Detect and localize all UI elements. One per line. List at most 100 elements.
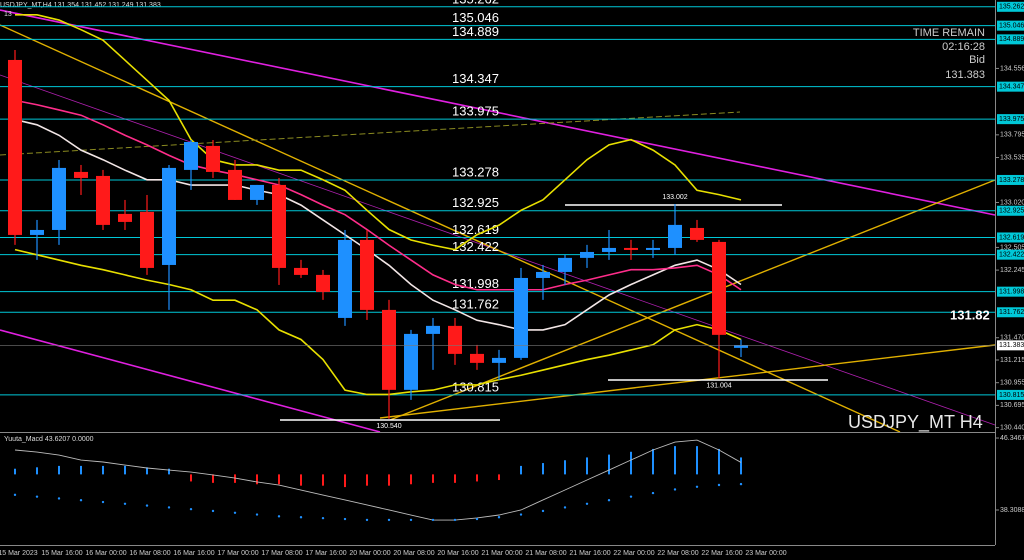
level-axis-box: [997, 20, 1024, 31]
candle-body: [316, 274, 330, 292]
x-tick-label: 23 Mar 00:00: [745, 550, 786, 557]
level-axis-box: [997, 232, 1024, 243]
candle-body: [668, 224, 682, 248]
histogram-bar: [146, 467, 148, 475]
signal-dot: [607, 499, 611, 502]
level-axis-label: 132.619: [999, 234, 1024, 241]
signal-dot: [343, 517, 347, 521]
candle-body: [360, 239, 374, 310]
candle-body: [712, 241, 726, 335]
candle-body: [426, 325, 440, 334]
period-label: 13: [4, 11, 12, 18]
level-axis-box: [997, 174, 1024, 185]
info-label: TIME REMAIN: [913, 27, 985, 39]
histogram-bar: [234, 474, 236, 483]
trendline: [0, 24, 901, 433]
histogram-bar: [476, 474, 478, 482]
histogram-bar: [80, 465, 82, 475]
signal-dot: [13, 493, 17, 497]
signal-dot: [453, 518, 457, 522]
y-tick-label: 130.955: [1000, 380, 1024, 387]
signal-dot: [233, 511, 237, 514]
signal-dot: [563, 506, 567, 509]
y-tick-label: 133.795: [1000, 132, 1024, 139]
level-axis-box: [997, 81, 1024, 92]
level-label: 134.889: [452, 24, 499, 39]
candle-body: [228, 169, 242, 200]
histogram-bar: [300, 474, 302, 486]
histogram-bar: [696, 446, 698, 475]
trendline: [379, 344, 996, 419]
signal-dot: [277, 515, 281, 518]
candle-body: [206, 145, 220, 172]
histogram-bar: [212, 474, 214, 483]
candle-body: [250, 184, 264, 200]
signal-dot: [475, 517, 479, 521]
histogram-bar: [564, 460, 566, 475]
x-tick-label: 22 Mar 08:00: [657, 550, 698, 557]
indicator-line: [14, 248, 742, 396]
current-price-box: [997, 340, 1024, 351]
histogram-bar: [124, 465, 126, 475]
signal-dot: [497, 516, 501, 519]
level-axis-box: [997, 249, 1024, 260]
candle-body: [690, 227, 704, 240]
histogram-bar: [58, 465, 60, 475]
level-label: 133.278: [452, 164, 499, 179]
candle-body: [184, 141, 198, 170]
signal-dot: [409, 518, 413, 522]
x-tick-label: 17 Mar 00:00: [217, 550, 258, 557]
level-label: 135.046: [452, 10, 499, 25]
histogram-bar: [168, 468, 170, 475]
signal-dot: [541, 509, 545, 513]
level-label: 134.347: [452, 71, 499, 86]
signal-dot: [145, 504, 149, 507]
histogram-bar: [520, 465, 522, 475]
histogram-bar: [740, 457, 742, 475]
candle-body: [118, 213, 132, 222]
y-tick-label: 132.245: [1000, 267, 1024, 274]
candle-body: [448, 325, 462, 354]
signal-dot: [57, 497, 61, 500]
trendline: [0, 329, 381, 433]
signal-dot: [123, 502, 127, 506]
x-tick-label: 20 Mar 08:00: [393, 550, 434, 557]
x-tick-label: 17 Mar 16:00: [305, 550, 346, 557]
candle-body: [272, 184, 286, 268]
signal-dot: [717, 483, 721, 487]
y-tick-label: 131.470: [1000, 335, 1024, 342]
watermark: USDJPY_MT H4: [848, 412, 983, 433]
signal-dot: [299, 516, 303, 519]
histogram-bar: [586, 457, 588, 475]
signal-dot: [167, 506, 171, 509]
candle-body: [294, 267, 308, 275]
level-axis-label: 131.998: [999, 289, 1024, 296]
signal-dot: [585, 502, 589, 506]
x-tick-label: 16 Mar 00:00: [85, 550, 126, 557]
level-label: 131.762: [452, 297, 499, 312]
level-axis-label: 132.925: [999, 208, 1024, 215]
histogram-bar: [278, 474, 280, 485]
candle-body: [470, 353, 484, 363]
level-axis-label: 134.347: [999, 84, 1024, 91]
x-tick-label: 15 Mar 2023: [0, 550, 38, 557]
candle-body: [580, 251, 594, 258]
level-label: 133.975: [452, 104, 499, 119]
y-tick-label: 38.3088: [1000, 507, 1024, 514]
y-tick-label: 131.215: [1000, 357, 1024, 364]
candle-body: [404, 333, 418, 390]
histogram-bar: [410, 474, 412, 485]
histogram-bar: [14, 468, 16, 475]
info-label: Bid: [969, 54, 985, 66]
histogram-bar: [366, 474, 368, 486]
signal-dot: [79, 499, 83, 502]
candle-body: [536, 271, 550, 278]
level-axis-box: [997, 307, 1024, 318]
signal-dot: [651, 491, 655, 495]
y-tick-label: 130.695: [1000, 402, 1024, 409]
signal-dot: [387, 518, 391, 522]
level-axis-box: [997, 205, 1024, 216]
x-tick-label: 15 Mar 16:00: [41, 550, 82, 557]
histogram-bar: [322, 474, 324, 486]
